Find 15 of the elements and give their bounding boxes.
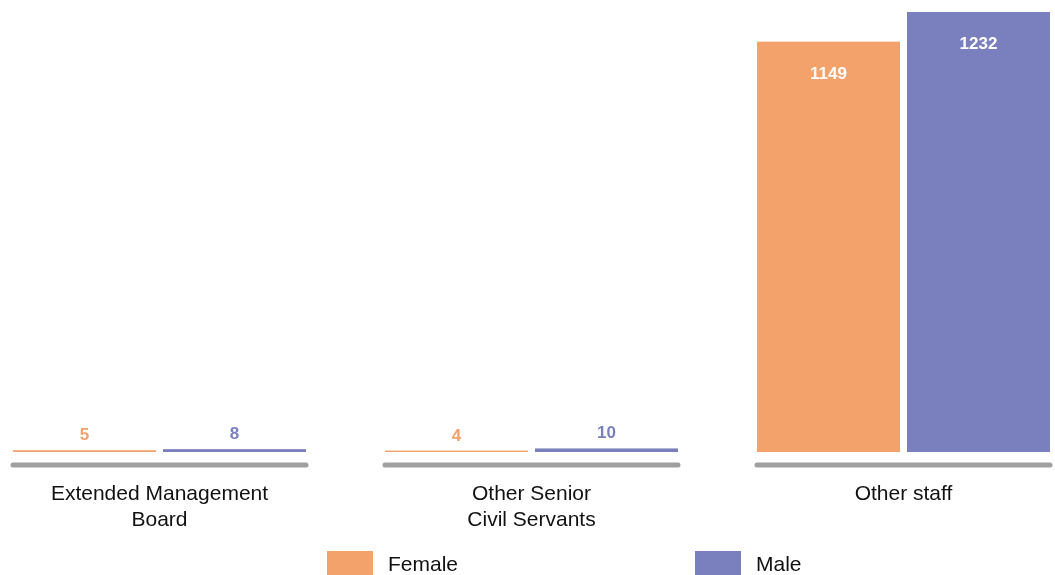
bar bbox=[535, 448, 678, 452]
bar bbox=[163, 449, 306, 452]
x-tick-label: Other Senior Civil Servants bbox=[467, 481, 596, 530]
data-label: 10 bbox=[597, 423, 616, 443]
data-label: 4 bbox=[451, 425, 462, 445]
data-label: 5 bbox=[79, 425, 90, 445]
x-tick-label: Extended Management Board bbox=[50, 481, 269, 530]
legend-label: Female bbox=[388, 552, 459, 575]
data-label: 1149 bbox=[810, 63, 847, 83]
legend-label: Male bbox=[756, 552, 802, 575]
data-label: 1232 bbox=[959, 34, 998, 53]
x-tick-label: Other staff bbox=[854, 481, 953, 504]
bar bbox=[907, 12, 1050, 452]
data-label: 8 bbox=[229, 424, 240, 444]
bar bbox=[757, 41, 900, 452]
